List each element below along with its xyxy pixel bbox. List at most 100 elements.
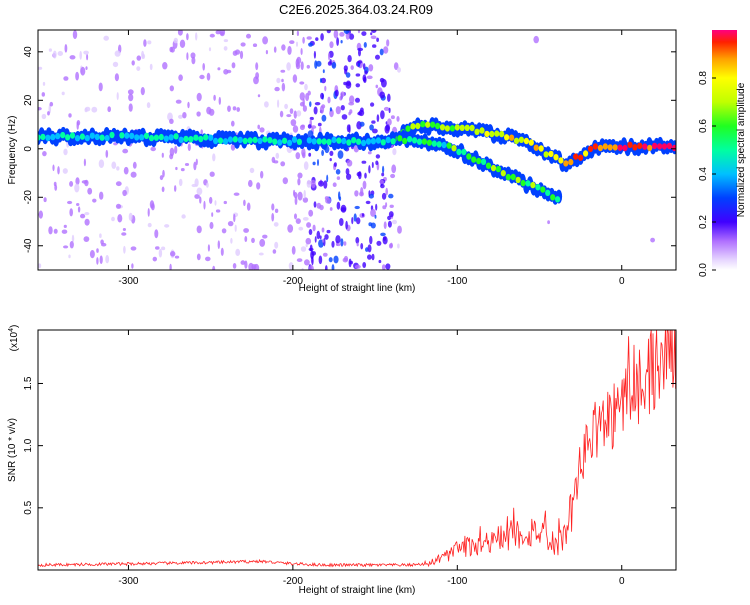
snr-series-line — [38, 330, 676, 568]
spectrogram-ridge-cell — [504, 134, 510, 141]
spectrogram-speckle-dot — [345, 80, 352, 89]
spectrogram-ridge-cell — [331, 136, 337, 144]
spectrogram-speckle-dot — [240, 42, 246, 47]
spectrogram-speckle-dot — [327, 96, 331, 104]
spectrogram-ridge-cell — [426, 139, 432, 146]
spectrogram-speckle-dot — [392, 148, 397, 156]
spectrogram-ridge-cell — [232, 136, 238, 143]
spectrogram-speckle-dot — [96, 248, 99, 253]
spectrogram-y-tick-label: 40 — [23, 46, 34, 58]
spectrogram-speckle-dot — [319, 78, 323, 83]
spectrogram-ridge-cell — [361, 139, 367, 147]
spectrogram-speckle-dot — [271, 212, 275, 222]
spectrogram-speckle-dot — [128, 103, 133, 112]
spectrogram-ridge-cell — [326, 138, 332, 146]
spectrogram-speckle-dot — [98, 82, 103, 92]
spectrogram-speckle-dot — [170, 251, 176, 257]
spectrogram-speckle-dot — [297, 191, 303, 201]
spectrogram-ridge-cell — [351, 137, 357, 144]
spectrogram-speckle-dot — [273, 46, 277, 53]
spectrogram-ridge-cell — [607, 144, 613, 151]
spectrogram-speckle-dot — [182, 112, 187, 119]
spectrogram-speckle-dot — [385, 124, 391, 132]
spectrogram-speckle-dot — [316, 60, 322, 67]
spectrogram-speckle-dot — [38, 263, 42, 269]
spectrogram-speckle-dot — [296, 56, 302, 64]
spectrogram-speckle-dot — [84, 218, 90, 226]
spectrogram-speckle-dot — [215, 30, 221, 35]
spectrogram-speckle-dot — [212, 153, 216, 162]
spectrogram-ridge-cell — [45, 134, 51, 141]
snr-scale-factor: (x104) — [8, 325, 20, 352]
spectrogram-speckle-dot — [355, 237, 360, 244]
spectrogram-ridge-cell — [208, 134, 214, 141]
spectrogram-speckle-dot — [364, 172, 367, 179]
spectrogram-speckle-dot — [360, 107, 364, 113]
snr-x-tick-label: -300 — [118, 576, 138, 587]
spectrogram-speckle-dot — [259, 127, 265, 133]
spectrogram-ridge-cell — [416, 138, 423, 145]
spectrogram-speckle-dot — [381, 192, 387, 200]
spectrogram-ridge-cell — [456, 148, 462, 156]
spectrogram-ridge-cell — [538, 145, 544, 152]
spectrogram-speckle-dot — [372, 44, 377, 48]
spectrogram-speckle-dot — [327, 61, 332, 66]
spectrogram-speckle-dot — [41, 113, 47, 120]
spectrogram-ridge-cell — [509, 134, 515, 141]
spectrogram-speckle-dot — [295, 62, 301, 70]
colorbar-tick-label: 0.0 — [698, 263, 709, 277]
spectrogram-ridge-cell — [65, 134, 71, 141]
spectrogram-speckle-dot — [335, 106, 341, 115]
spectrogram-speckle-dot — [180, 168, 185, 172]
spectrogram-speckle-dot — [354, 264, 361, 269]
spectrogram-speckle-dot — [337, 150, 344, 159]
spectrogram-speckle-dot — [340, 238, 344, 247]
spectrogram-speckle-dot — [63, 148, 68, 156]
spectrogram-ridge-cell — [412, 137, 418, 144]
spectrogram-speckle-dot — [115, 203, 122, 209]
spectrogram-ridge-cell — [252, 136, 258, 144]
spectrogram-speckle-dot — [38, 107, 42, 111]
spectrogram-speckle-dot — [281, 44, 286, 51]
spectrogram-speckle-dot — [217, 240, 220, 250]
spectrogram-marks — [38, 30, 676, 270]
spectrogram-speckle-dot — [343, 255, 349, 262]
spectrogram-ridge-cell — [55, 132, 61, 140]
spectrogram-ridge-cell — [587, 145, 594, 153]
spectrogram-speckle-dot — [246, 33, 251, 39]
spectrogram-ridge-cell — [94, 133, 100, 141]
spectrogram-speckle-dot — [296, 41, 298, 47]
spectrogram-speckle-dot — [140, 87, 145, 96]
spectrogram-speckle-dot — [223, 39, 229, 43]
spectrogram-ridge-cell — [444, 125, 450, 132]
spectrogram-speckle-dot — [376, 37, 379, 42]
spectrogram-ridge-cell — [543, 151, 549, 158]
spectrogram-speckle-dot — [340, 40, 343, 44]
spectrogram-speckle-dot — [99, 255, 103, 264]
spectrogram-speckle-dot — [274, 86, 280, 92]
spectrogram-ridge-cell — [237, 136, 243, 144]
spectrogram-speckle-dot — [650, 237, 655, 243]
spectrogram-speckle-dot — [296, 110, 302, 117]
spectrogram-speckle-dot — [256, 182, 261, 190]
spectrogram-speckle-dot — [313, 106, 318, 115]
spectrogram-speckle-dot — [362, 180, 367, 190]
spectrogram-speckle-dot — [209, 33, 215, 38]
spectrogram-speckle-dot — [320, 92, 324, 100]
colorbar-ticks: 0.0 0.2 0.4 0.6 0.8 — [698, 71, 716, 277]
spectrogram-ridge-cell — [153, 134, 159, 141]
spectrogram-speckle-dot — [196, 225, 202, 234]
spectrogram-ridge-cell — [637, 142, 643, 149]
spectrogram-ridge-cell — [420, 121, 426, 128]
spectrogram-speckle-dot — [147, 208, 150, 217]
spectrogram-ridge-cell — [550, 194, 556, 201]
spectrogram-speckle-dot — [271, 203, 275, 211]
snr-panel: -300 -200 -100 0 0.5 1.0 1.5 Height of straig… — [7, 325, 677, 596]
spectrogram-ridge-cell — [476, 157, 482, 165]
spectrogram-speckle-dot — [343, 65, 348, 72]
spectrogram-speckle-dot — [390, 115, 395, 120]
spectrogram-ridge-cell — [40, 133, 46, 141]
spectrogram-speckle-dot — [105, 149, 109, 158]
spectrogram-speckle-dot — [376, 240, 382, 246]
spectrogram-speckle-dot — [393, 62, 399, 70]
